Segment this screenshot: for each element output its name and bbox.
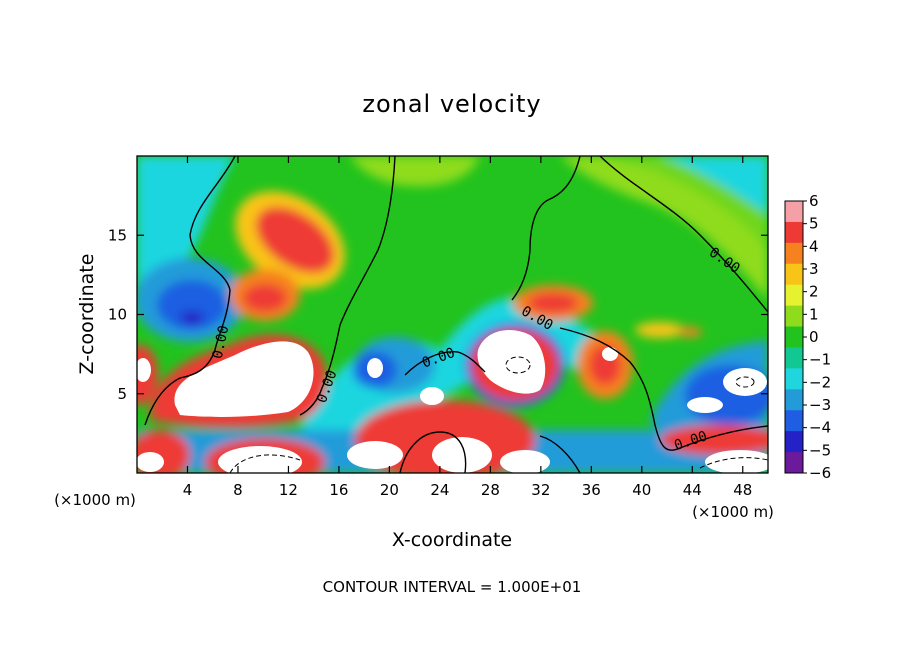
x-tick-label: 16 — [329, 481, 348, 499]
contour-line — [599, 156, 768, 313]
contour-line — [559, 327, 768, 451]
saturated-patch — [723, 368, 767, 396]
colorbar-label: −3 — [809, 396, 831, 414]
contour-line — [404, 351, 486, 376]
y-tick-label: 10 — [108, 306, 127, 324]
field-patch — [528, 293, 578, 313]
x-axis-label: X-coordinate — [392, 529, 512, 551]
x-tick-label: 28 — [481, 481, 500, 499]
x-tick-label: 32 — [531, 481, 550, 499]
saturated-patch — [137, 358, 151, 382]
colorbar-swatch — [785, 452, 803, 474]
contour-line — [735, 376, 755, 388]
y-tick-label: 15 — [108, 226, 127, 244]
x-tick-label: 8 — [233, 481, 243, 499]
colorbar-swatch — [785, 368, 803, 390]
colorbar-label: −2 — [809, 373, 831, 391]
contour-line — [144, 156, 236, 426]
colorbar-swatch — [785, 284, 803, 307]
contour-line — [299, 156, 396, 416]
contour-line — [399, 431, 467, 473]
saturated-patch — [500, 450, 550, 473]
colorbar-swatch — [785, 326, 803, 348]
x-unit-label-right: (×1000 m) — [692, 503, 774, 521]
colorbar-swatch — [785, 201, 803, 223]
x-unit-label-left: (×1000 m) — [54, 491, 136, 509]
colorbar-label: 1 — [809, 305, 819, 323]
colorbar-swatch — [785, 221, 803, 244]
field-patch — [350, 156, 480, 187]
field-patch — [255, 206, 335, 274]
colorbar-label: 6 — [809, 192, 819, 210]
field-patch — [678, 327, 702, 337]
saturated-patch — [687, 397, 723, 413]
x-axis: 4 8 12 16 20 24 28 32 36 40 44 48 — [183, 156, 752, 499]
x-tick-label: 20 — [380, 481, 399, 499]
colorbar-label: 2 — [809, 283, 819, 301]
x-tick-label: 12 — [279, 481, 298, 499]
dashed-contours — [229, 356, 768, 473]
saturated-patch — [705, 450, 768, 473]
colorbar-label: −5 — [809, 441, 831, 459]
field-patch — [635, 322, 685, 338]
contour-interval-note: CONTOUR INTERVAL = 1.000E+01 — [323, 578, 582, 596]
contour-lines — [144, 156, 768, 473]
colorbar: 6 5 4 3 2 1 0 −1 −2 −3 −4 −5 −6 — [784, 192, 831, 482]
colorbar-label: 4 — [809, 237, 819, 255]
field-patch — [660, 425, 768, 455]
chart-title: zonal velocity — [362, 90, 541, 118]
colorbar-swatch — [785, 410, 803, 432]
plot-area: 0.00 0.00 0.00 0.00 0.00 0.00 — [137, 156, 768, 473]
saturated-patch — [432, 437, 492, 473]
saturated-patch — [218, 446, 302, 473]
colorbar-swatch — [785, 431, 803, 453]
colorbar-swatch — [785, 263, 803, 286]
contour-line — [511, 156, 581, 301]
colorbar-swatch — [785, 242, 803, 265]
saturated-patch — [420, 387, 444, 405]
saturated-patch — [347, 441, 403, 469]
colorbar-swatch — [785, 347, 803, 369]
field-patch — [243, 284, 287, 312]
colorbar-swatch — [785, 305, 803, 328]
saturated-patch — [174, 341, 314, 417]
contour-line — [539, 435, 581, 473]
colorbar-label: 5 — [809, 215, 819, 233]
x-tick-label: 36 — [582, 481, 601, 499]
saturated-regions — [137, 330, 768, 473]
colorbar-swatch — [785, 389, 803, 411]
colorbar-label: −6 — [809, 464, 831, 482]
field-patch — [180, 311, 204, 325]
colorbar-label: 3 — [809, 260, 819, 278]
colorbar-label: −4 — [809, 419, 831, 437]
y-axis: 5 10 15 — [108, 226, 768, 403]
x-tick-label: 48 — [733, 481, 752, 499]
contour-line — [229, 454, 301, 473]
x-tick-label: 44 — [683, 481, 702, 499]
colorbar-label: −1 — [809, 351, 831, 369]
y-tick-label: 5 — [117, 385, 127, 403]
x-tick-label: 24 — [430, 481, 449, 499]
contour-line — [505, 356, 531, 374]
x-tick-label: 4 — [183, 481, 193, 499]
x-tick-label: 40 — [632, 481, 651, 499]
contour-line — [699, 457, 768, 469]
field-patch — [660, 156, 768, 215]
field-patch — [157, 280, 227, 330]
saturated-patch — [602, 347, 618, 361]
saturated-patch — [477, 330, 546, 394]
saturated-patch — [137, 452, 164, 472]
contour-label: 0.00 — [210, 324, 233, 360]
colorbar-label: 0 — [809, 328, 819, 346]
saturated-patch — [367, 358, 383, 378]
y-axis-label: Z-coordinate — [76, 254, 98, 375]
